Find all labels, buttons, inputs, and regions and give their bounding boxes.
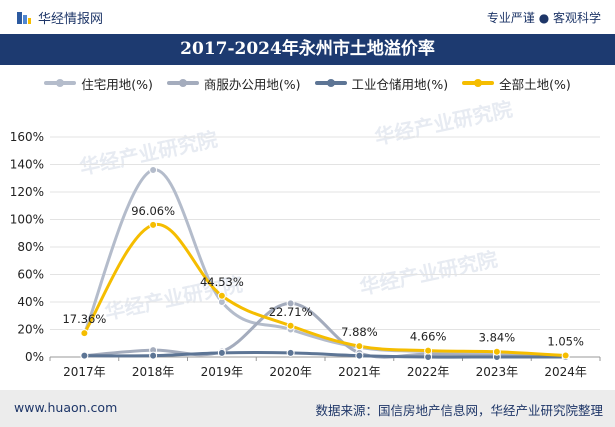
legend-item[interactable]: 工业仓储用地(%) xyxy=(314,74,449,93)
data-label: 17.36% xyxy=(62,312,106,326)
x-tick-label: 2022年 xyxy=(407,365,450,379)
legend-label: 工业仓储用地(%) xyxy=(351,76,449,92)
series-line xyxy=(82,301,568,359)
legend-label: 住宅用地(%) xyxy=(81,76,153,92)
data-point xyxy=(355,342,364,351)
legend-label: 商服办公用地(%) xyxy=(203,76,301,92)
y-tick-label: 60% xyxy=(17,268,44,282)
data-label: 1.05% xyxy=(547,335,584,349)
data-point xyxy=(149,166,158,174)
data-point xyxy=(424,346,433,355)
data-point xyxy=(80,351,89,360)
top-header: 华经情报网 专业严谨 ● 客观科学 xyxy=(0,0,615,34)
data-label: 96.06% xyxy=(131,204,175,218)
chart-legend: 住宅用地(%) 商服办公用地(%) 工业仓储用地(%) 全部土地(%) xyxy=(0,72,615,94)
data-point xyxy=(561,351,570,360)
y-tick-label: 100% xyxy=(10,213,44,227)
data-point xyxy=(492,347,501,356)
x-tick-label: 2024年 xyxy=(544,365,587,379)
x-tick-label: 2021年 xyxy=(338,365,381,379)
footer: www.huaon.com 数据来源：国信房地产信息网，华经产业研究院整理 xyxy=(0,390,615,427)
data-point xyxy=(217,348,226,357)
line-chart: 华经产业研究院华经产业研究院华经产业研究院华经产业研究院0%20%40%60%8… xyxy=(10,100,601,379)
data-point xyxy=(286,299,295,308)
data-point xyxy=(149,220,158,229)
legend-marker xyxy=(56,79,65,87)
data-label: 7.88% xyxy=(341,325,378,339)
data-label: 4.66% xyxy=(410,330,447,344)
x-tick-label: 2019年 xyxy=(201,365,244,379)
data-label: 44.53% xyxy=(200,275,244,289)
data-point xyxy=(286,321,295,330)
legend-item[interactable]: 住宅用地(%) xyxy=(44,74,153,93)
data-point xyxy=(217,291,226,300)
legend-swatch xyxy=(166,79,199,87)
watermark: 华经产业研究院 xyxy=(373,100,515,149)
y-tick-label: 80% xyxy=(17,240,44,254)
legend-swatch xyxy=(314,79,347,87)
x-tick-label: 2018年 xyxy=(132,365,175,379)
chart-title: 2017-2024年永州市土地溢价率 xyxy=(180,39,435,59)
data-point xyxy=(286,348,295,357)
y-tick-label: 20% xyxy=(17,323,44,337)
data-point xyxy=(149,351,158,360)
legend-item[interactable]: 商服办公用地(%) xyxy=(166,74,301,93)
legend-label: 全部土地(%) xyxy=(499,76,571,92)
data-source: 数据来源：国信房地产信息网，华经产业研究院整理 xyxy=(315,403,603,418)
title-bar: 2017-2024年永州市土地溢价率 xyxy=(0,34,615,65)
y-tick-label: 120% xyxy=(10,185,44,199)
x-tick-label: 2017年 xyxy=(63,365,106,379)
y-tick-label: 160% xyxy=(10,130,44,144)
footer-url[interactable]: www.huaon.com xyxy=(14,400,118,415)
y-tick-label: 0% xyxy=(25,350,44,364)
legend-swatch xyxy=(44,79,77,87)
brand-name: 华经情报网 xyxy=(38,12,104,27)
series-line xyxy=(82,351,568,359)
y-tick-label: 40% xyxy=(17,295,44,309)
tagline: 专业严谨 ● 客观科学 xyxy=(486,11,601,25)
x-tick-label: 2020年 xyxy=(269,365,312,379)
legend-marker xyxy=(178,79,187,87)
legend-item[interactable]: 全部土地(%) xyxy=(462,74,571,93)
data-point xyxy=(80,329,89,338)
legend-marker xyxy=(474,79,483,87)
data-label: 3.84% xyxy=(479,331,516,345)
watermark: 华经产业研究院 xyxy=(358,247,500,300)
legend-marker xyxy=(326,79,335,87)
y-tick-label: 140% xyxy=(10,158,44,172)
huajing-logo-icon xyxy=(17,11,31,24)
brand[interactable]: 华经情报网 xyxy=(16,8,103,27)
legend-swatch xyxy=(462,79,495,87)
data-label: 22.71% xyxy=(269,305,313,319)
data-point xyxy=(355,351,364,360)
x-tick-label: 2023年 xyxy=(476,365,519,379)
